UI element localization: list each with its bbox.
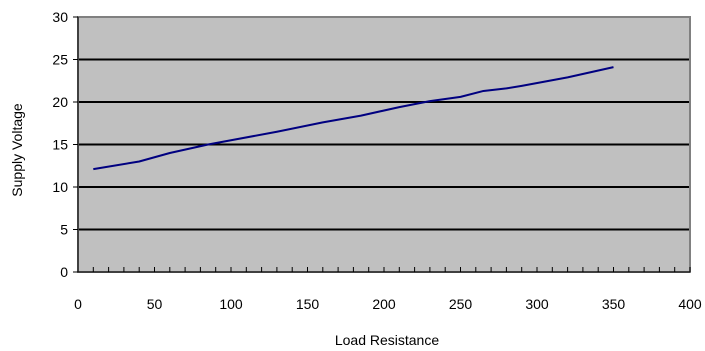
x-axis-title: Load Resistance — [335, 332, 440, 348]
axes — [73, 16, 691, 273]
y-tick-label: 0 — [60, 264, 68, 280]
y-tick-label: 5 — [60, 222, 68, 238]
y-tick-label: 15 — [52, 137, 68, 153]
x-tick-label: 50 — [147, 296, 163, 312]
x-axis-ticks: 0 50 100 150 200 250 300 350 400 — [74, 296, 702, 312]
x-tick-label: 150 — [296, 296, 320, 312]
x-tick-label: 300 — [525, 296, 549, 312]
x-tick-label: 350 — [602, 296, 626, 312]
x-tick-label: 250 — [449, 296, 473, 312]
x-tick-label: 400 — [678, 296, 702, 312]
y-tick-label: 25 — [52, 52, 68, 68]
y-tick-label: 30 — [52, 9, 68, 25]
gridlines — [78, 58, 690, 231]
x-tick-label: 0 — [74, 296, 82, 312]
y-axis-title: Supply Voltage — [9, 103, 25, 197]
series-group — [93, 66, 614, 171]
y-tick-label: 10 — [52, 179, 68, 195]
x-tick-label: 100 — [219, 296, 243, 312]
y-axis-ticks: 0 5 10 15 20 25 30 — [52, 9, 68, 280]
series-line — [93, 66, 614, 171]
x-tick-label: 200 — [372, 296, 396, 312]
y-tick-label: 20 — [52, 94, 68, 110]
